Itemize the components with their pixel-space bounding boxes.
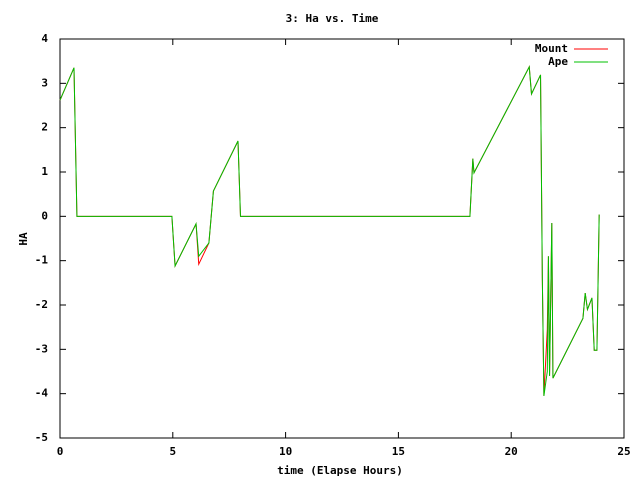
x-tick-label: 0 [57, 445, 64, 458]
x-tick-label: 25 [617, 445, 630, 458]
chart-title: 3: Ha vs. Time [286, 12, 379, 25]
x-tick-label: 15 [392, 445, 405, 458]
x-tick-label: 20 [505, 445, 518, 458]
x-tick-label: 10 [279, 445, 292, 458]
y-tick-label: -3 [35, 342, 48, 355]
x-axis-label: time (Elapse Hours) [277, 464, 403, 477]
series-line [59, 65, 600, 396]
y-tick-label: 3 [41, 76, 48, 89]
legend-label: Mount [535, 42, 568, 55]
x-tick-label: 5 [169, 445, 176, 458]
y-tick-label: -4 [35, 387, 49, 400]
plot-frame [59, 38, 625, 439]
y-tick-label: 2 [41, 121, 48, 134]
y-tick-label: 0 [41, 209, 48, 222]
y-axis-label: HA [17, 232, 30, 246]
legend-label: Ape [548, 55, 568, 68]
y-tick-label: 1 [41, 165, 48, 178]
y-tick-label: -5 [35, 431, 48, 444]
y-tick-label: 4 [41, 32, 48, 45]
y-tick-label: -1 [35, 254, 49, 267]
y-tick-label: -2 [35, 298, 48, 311]
